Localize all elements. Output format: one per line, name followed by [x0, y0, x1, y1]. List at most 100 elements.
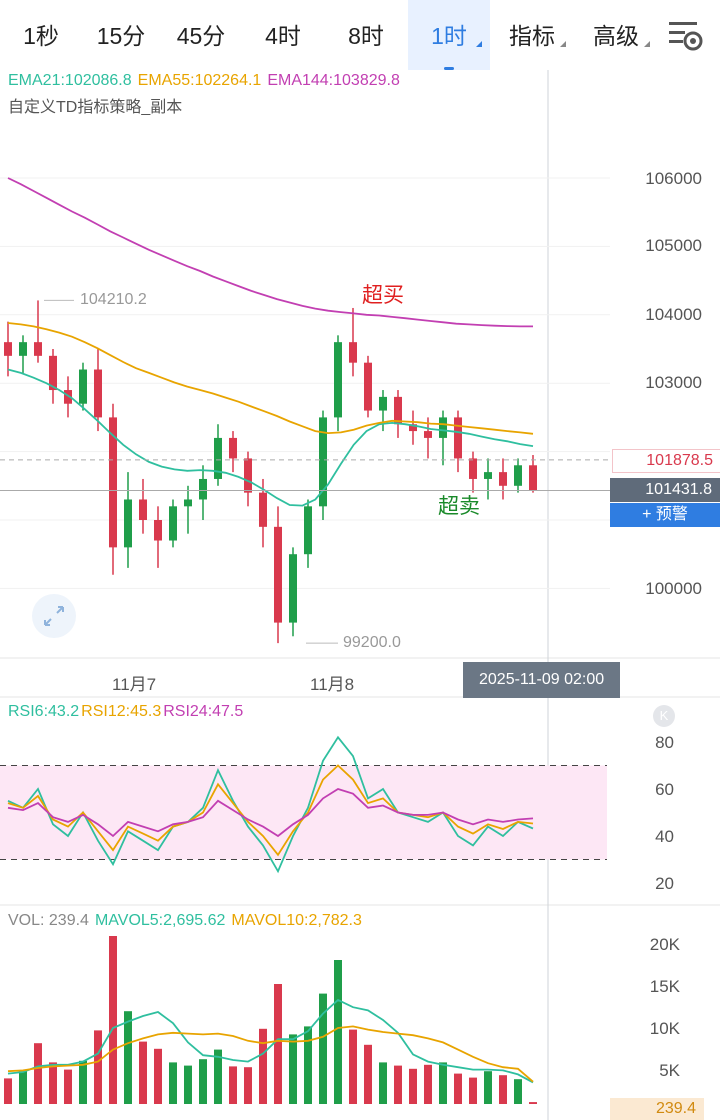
candle — [124, 472, 132, 568]
candle — [454, 410, 462, 473]
volume-bar — [229, 1066, 237, 1104]
tab-indicators[interactable]: 指标 — [490, 0, 574, 70]
candle — [409, 410, 417, 445]
candle — [424, 417, 432, 459]
rsi-tick-80: 80 — [655, 733, 674, 752]
current-price-tag: 101431.8 — [610, 478, 720, 502]
add-alert-button[interactable]: + 预警 — [610, 503, 720, 527]
volume-bar — [139, 1041, 147, 1104]
rsi12-label: RSI12:45.3 — [81, 703, 162, 720]
current-vol-tag: 239.4 — [610, 1098, 704, 1120]
candle — [94, 349, 102, 432]
volume-bar — [484, 1071, 492, 1104]
volume-bar — [364, 1044, 372, 1104]
volume-bar — [109, 936, 117, 1104]
x-label-nov7: 11月7 — [112, 675, 157, 694]
mavol10-label: MAVOL10:2,782.3 — [231, 912, 362, 929]
indicator-name[interactable]: 自定义TD指标策略_副本 — [8, 99, 183, 116]
chart-settings-icon[interactable] — [665, 18, 705, 54]
volume-bar — [244, 1067, 252, 1104]
interval-toolbar: 1秒 15分 45分 4时 8时 1时 指标 高级 — [0, 0, 720, 70]
candle — [34, 300, 42, 363]
candle — [229, 431, 237, 473]
y-tick-106000: 106000 — [645, 169, 702, 188]
volume-bar — [199, 1059, 207, 1104]
candle — [139, 478, 147, 534]
tab-15m[interactable]: 15分 — [96, 23, 146, 49]
volume-bar — [514, 1079, 522, 1104]
tab-1h-label: 1时 — [431, 23, 467, 49]
volume-bar — [169, 1062, 177, 1104]
mavol5-label: MAVOL5:2,695.62 — [94, 912, 226, 929]
tab-45m[interactable]: 45分 — [176, 23, 226, 49]
candle — [109, 403, 117, 575]
low-price-label: 99200.0 — [343, 634, 401, 651]
mavol5-line — [7, 998, 534, 1084]
rsi6-label: RSI6:43.2 — [8, 703, 80, 720]
rsi-tick-60: 60 — [655, 780, 674, 799]
volume-bar — [34, 1043, 42, 1104]
candle — [244, 451, 252, 507]
vol-tick-15k: 15K — [649, 977, 680, 996]
ema144-label: EMA144:103829.8 — [267, 72, 400, 89]
volume-bar — [94, 1030, 102, 1104]
volume-bar — [259, 1028, 267, 1104]
rsi-legend: RSI6:43.2 RSI12:45.3 RSI24:47.5 — [8, 703, 249, 721]
volume-bar — [334, 960, 342, 1104]
candle — [154, 506, 162, 568]
crosshair-time-tag: 2025-11-09 02:00 — [463, 662, 621, 698]
ema21-label: EMA21:102086.8 — [8, 72, 132, 89]
ema144-line — [7, 177, 533, 328]
volume-bar — [4, 1078, 12, 1104]
tab-1h[interactable]: 1时 — [408, 0, 490, 70]
tab-1s[interactable]: 1秒 — [23, 23, 59, 49]
volume-bar — [184, 1065, 192, 1104]
volume-chart — [4, 936, 537, 1104]
candle — [394, 390, 402, 438]
tab-advanced[interactable]: 高级 — [574, 0, 658, 70]
candle — [439, 410, 447, 466]
x-label-nov8: 11月8 — [310, 675, 355, 694]
price-chart — [0, 177, 612, 644]
candle — [214, 424, 222, 486]
dropdown-caret-icon — [476, 41, 482, 47]
volume-bar — [349, 1029, 357, 1104]
volume-bar — [274, 984, 282, 1104]
volume-bar — [64, 1069, 72, 1104]
candle — [184, 485, 192, 534]
collapse-panel-icon[interactable]: K — [653, 705, 675, 727]
candle — [49, 349, 57, 404]
high-price-label: 104210.2 — [80, 291, 147, 308]
rsi-band — [0, 765, 607, 860]
expand-chart-icon[interactable] — [32, 594, 76, 638]
volume-bar — [469, 1077, 477, 1104]
volume-bar — [154, 1048, 162, 1104]
candle — [199, 465, 207, 520]
dropdown-caret-icon — [644, 41, 650, 47]
volume-bar — [394, 1065, 402, 1104]
y-tick-105000: 105000 — [645, 236, 702, 255]
candle — [334, 335, 342, 432]
tab-4h[interactable]: 4时 — [265, 23, 301, 49]
candle — [289, 547, 297, 637]
volume-bar — [379, 1062, 387, 1104]
volume-bar — [19, 1071, 27, 1104]
tab-advanced-label: 高级 — [593, 23, 639, 49]
candle — [319, 410, 327, 520]
rsi24-label: RSI24:47.5 — [163, 703, 244, 720]
ema21-line — [7, 368, 534, 507]
candle — [304, 499, 312, 568]
volume-bar — [454, 1073, 462, 1104]
volume-bar — [79, 1060, 87, 1104]
volume-bar — [319, 993, 327, 1104]
candle — [514, 458, 522, 493]
tab-8h[interactable]: 8时 — [348, 23, 384, 49]
rsi-tick-40: 40 — [655, 827, 674, 846]
volume-bar — [424, 1064, 432, 1104]
volume-bar — [529, 1102, 537, 1104]
rsi-tick-20: 20 — [655, 874, 674, 893]
last-price-tag: 101878.5 — [612, 449, 720, 473]
active-tab-indicator — [444, 67, 454, 70]
vol-legend: VOL: 239.4 MAVOL5:2,695.62 MAVOL10:2,782.3 — [8, 912, 368, 930]
